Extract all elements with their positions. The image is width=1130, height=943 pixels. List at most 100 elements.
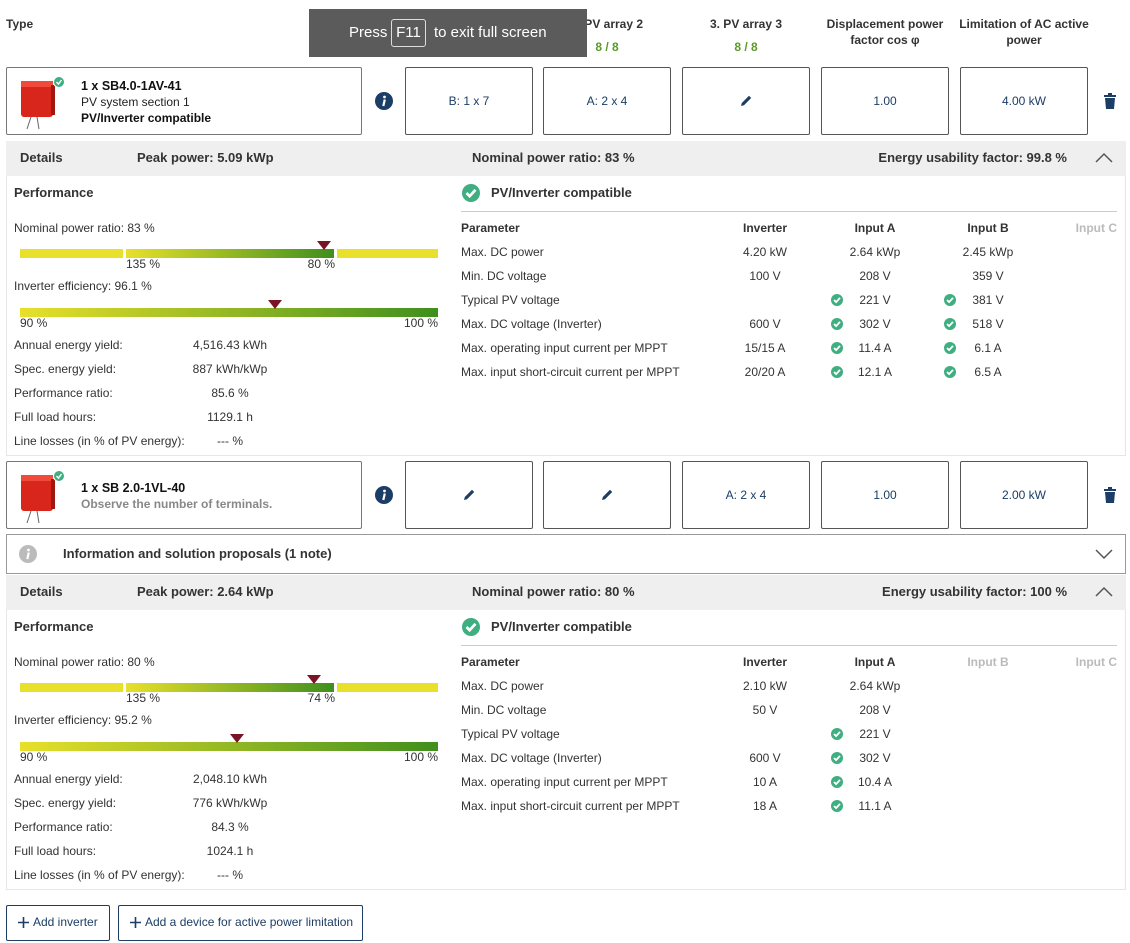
plus-icon-part[interactable] <box>129 916 142 929</box>
configuration-cell[interactable] <box>960 461 1088 529</box>
gauge-max-label: 74 % <box>307 691 335 705</box>
configuration-cell[interactable] <box>821 67 949 135</box>
array-count: 8 / 8 <box>734 40 758 54</box>
details-label: Details <box>20 584 63 599</box>
inverter-card[interactable] <box>6 461 362 529</box>
action-button[interactable] <box>6 905 110 941</box>
info-icon[interactable] <box>375 486 393 504</box>
table-header: Input B <box>967 655 1009 669</box>
configuration-cell[interactable] <box>682 67 810 135</box>
check-icon-part <box>833 345 841 352</box>
inverter-image <box>17 75 67 131</box>
check-icon <box>462 618 480 636</box>
details-bar <box>6 575 1126 610</box>
delete-icon-part[interactable] <box>1104 489 1116 491</box>
gauge-marker <box>316 239 331 250</box>
action-button[interactable] <box>118 905 363 941</box>
edit-icon[interactable] <box>461 487 477 503</box>
parameter-name: Max. operating input current per MPPT <box>461 341 668 355</box>
configuration-cell[interactable] <box>543 461 671 529</box>
stat-label: Line losses (in % of PV energy): <box>14 434 185 448</box>
edit-icon-part[interactable] <box>738 93 754 109</box>
parameter-name: Min. DC voltage <box>461 269 547 283</box>
plus-icon-part[interactable] <box>130 917 141 928</box>
plus-icon[interactable] <box>129 916 142 929</box>
check-icon <box>831 318 843 330</box>
collapse-icon-part[interactable] <box>1095 152 1113 163</box>
info-icon-part[interactable] <box>382 493 386 501</box>
collapse-icon-part[interactable] <box>1095 586 1113 597</box>
info-icon[interactable] <box>375 92 393 110</box>
info-icon-part[interactable] <box>383 489 386 493</box>
expand-icon[interactable] <box>1095 548 1113 560</box>
check-icon-part <box>831 294 843 306</box>
expand-icon-part[interactable] <box>1095 548 1113 560</box>
configuration-cell[interactable] <box>405 67 533 135</box>
check-icon <box>831 752 843 764</box>
collapse-icon-part[interactable] <box>1095 152 1113 164</box>
delete-icon-part[interactable] <box>1105 492 1115 503</box>
gauge-max-label: 100 % <box>403 316 438 330</box>
gauge-marker <box>230 732 245 743</box>
delete-icon[interactable] <box>1103 487 1117 503</box>
delete-icon-part[interactable] <box>1103 93 1117 109</box>
delete-icon-part[interactable] <box>1105 98 1115 109</box>
input-value: 518 V <box>972 317 1004 331</box>
edit-icon-part[interactable] <box>602 489 613 500</box>
collapse-icon[interactable] <box>1095 586 1113 598</box>
gauge-marker <box>307 673 322 684</box>
info-icon-part[interactable] <box>383 95 386 99</box>
input-value: 208 V <box>859 269 891 283</box>
parameter-name: Max. input short-circuit current per MPP… <box>461 799 680 813</box>
edit-icon[interactable] <box>738 93 754 109</box>
delete-icon-part[interactable] <box>1108 93 1112 95</box>
table-rule <box>461 645 1117 646</box>
info-icon-part[interactable] <box>382 99 386 107</box>
configuration-cell[interactable] <box>405 461 533 529</box>
note-icon-part[interactable] <box>26 552 30 560</box>
edit-icon-part[interactable] <box>741 95 752 106</box>
input-value: 10.4 A <box>857 775 893 789</box>
gauge-label: Inverter efficiency: 95.2 % <box>14 713 152 727</box>
edit-icon-part[interactable] <box>464 489 475 500</box>
delete-icon-part[interactable] <box>1108 487 1112 489</box>
plus-icon-part[interactable] <box>17 916 30 929</box>
delete-icon-part[interactable] <box>1103 487 1117 503</box>
collapse-icon[interactable] <box>1095 152 1113 164</box>
input-value: 6.5 A <box>974 365 1002 379</box>
edit-icon[interactable] <box>599 487 615 503</box>
plus-icon[interactable] <box>17 916 30 929</box>
check-icon-part <box>831 800 843 812</box>
table-header: Input A <box>854 221 896 235</box>
gauge-marker-part <box>230 734 245 743</box>
check-icon-part <box>462 618 480 636</box>
gauge-max-label: 80 % <box>307 257 335 271</box>
check-icon <box>944 366 956 378</box>
collapse-icon-part[interactable] <box>1095 586 1113 598</box>
note-icon-part[interactable] <box>19 545 37 563</box>
info-icon-part[interactable] <box>375 486 393 504</box>
gauge-label: Nominal power ratio: 83 % <box>14 221 155 235</box>
plus-icon-part[interactable] <box>18 917 29 928</box>
inverter-card[interactable] <box>6 67 362 135</box>
edit-icon-part[interactable] <box>599 487 615 503</box>
info-icon-part[interactable] <box>375 92 393 110</box>
configuration-cell[interactable] <box>960 67 1088 135</box>
configuration-cell[interactable] <box>682 461 810 529</box>
table-header: Parameter <box>461 221 520 235</box>
check-icon-part <box>831 318 843 330</box>
note-icon[interactable] <box>19 545 37 563</box>
edit-icon-part[interactable] <box>461 487 477 503</box>
inverter-image-part <box>56 473 63 480</box>
configuration-cell[interactable] <box>821 461 949 529</box>
table-header: Input A <box>854 655 896 669</box>
configuration-cell[interactable] <box>543 67 671 135</box>
expand-icon-part[interactable] <box>1095 549 1113 560</box>
notice-text: to exit full screen <box>434 24 547 41</box>
delete-icon[interactable] <box>1103 93 1117 109</box>
note-icon-part[interactable] <box>27 548 30 552</box>
gauge-marker-part <box>316 241 331 250</box>
note-bar[interactable] <box>6 534 1126 574</box>
delete-icon-part[interactable] <box>1104 95 1116 97</box>
performance-title: Performance <box>14 619 94 634</box>
